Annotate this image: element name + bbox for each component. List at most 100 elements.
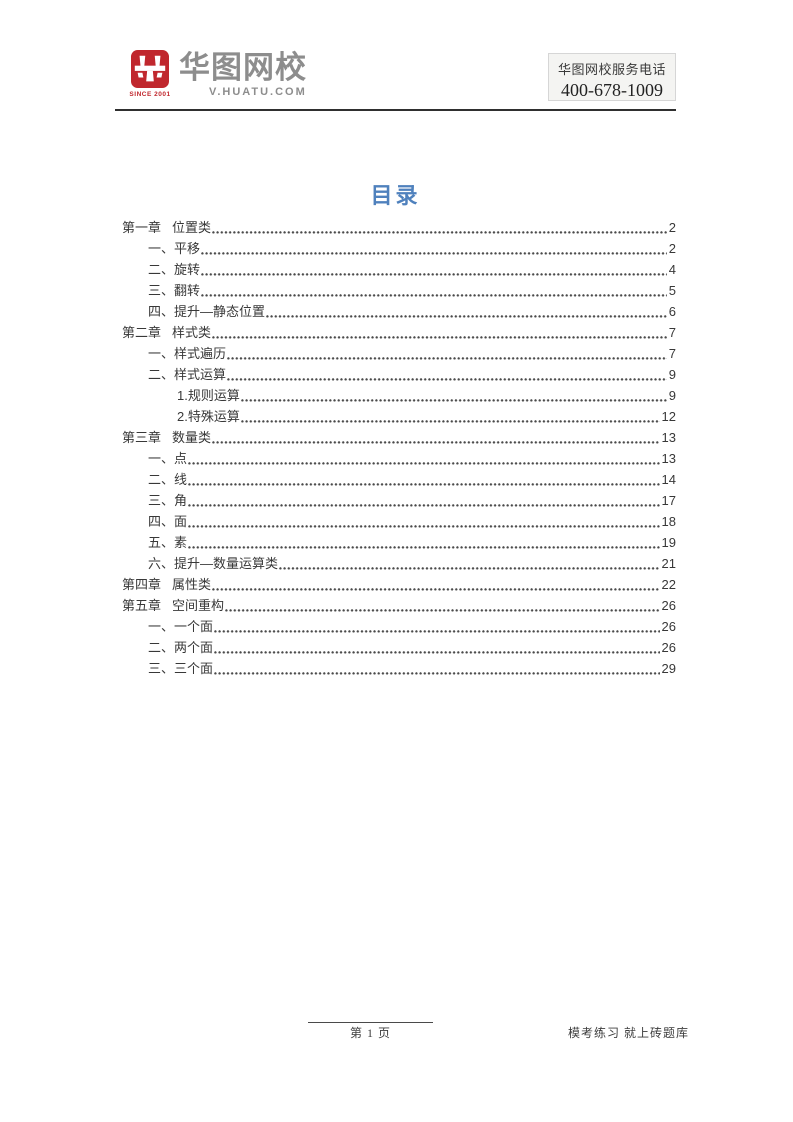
toc-page-number: 18 xyxy=(661,514,676,529)
toc-page-number: 13 xyxy=(661,451,676,466)
toc-page-number: 7 xyxy=(668,346,676,361)
toc-chapter-label: 第三章 xyxy=(122,430,162,445)
toc-leader xyxy=(212,574,660,595)
toc-page-number: 13 xyxy=(661,430,676,445)
toc-entry-label: 位置类 xyxy=(172,220,212,235)
toc-page-number: 26 xyxy=(661,598,676,613)
page-title: 目录 xyxy=(370,183,421,208)
toc-entry[interactable]: 三、翻转 5 xyxy=(115,280,676,301)
toc-leader xyxy=(188,448,660,469)
toc-page-number: 12 xyxy=(661,409,676,424)
toc-entry[interactable]: 第三章 数量类 13 xyxy=(115,427,676,448)
toc-leader xyxy=(212,217,667,238)
toc-entry-label: 一、样式遍历 xyxy=(148,346,227,361)
contact-label: 华图网校服务电话 xyxy=(557,62,666,77)
toc-page-number: 29 xyxy=(661,661,676,676)
toc-entry-label: 三、三个面 xyxy=(148,661,214,676)
toc-entry-label: 四、面 xyxy=(148,514,188,529)
toc-entry[interactable]: 一、样式遍历 7 xyxy=(115,343,676,364)
toc-page-number: 6 xyxy=(668,304,676,319)
toc-entry-label: 2.特殊运算 xyxy=(177,409,240,424)
huatu-logo-icon xyxy=(131,50,169,88)
toc-entry[interactable]: 第二章 样式类 7 xyxy=(115,322,676,343)
toc-entry[interactable]: 三、角 17 xyxy=(115,490,676,511)
toc-entry[interactable]: 四、面 18 xyxy=(115,511,676,532)
toc-page-number: 19 xyxy=(661,535,676,550)
contact-box: 华图网校服务电话 400-678-1009 xyxy=(548,53,676,101)
toc-leader xyxy=(212,427,660,448)
logo-badge-column: SINCE 2001 xyxy=(129,50,171,98)
toc-leader xyxy=(214,658,660,679)
toc-page-number: 2 xyxy=(668,241,676,256)
toc-leader xyxy=(201,280,667,301)
toc-entry[interactable]: 四、提升—静态位置 6 xyxy=(115,301,676,322)
toc-page-number: 4 xyxy=(668,262,676,277)
toc-entry[interactable]: 二、线 14 xyxy=(115,469,676,490)
toc-page-number: 22 xyxy=(661,577,676,592)
toc-entry[interactable]: 第四章 属性类 22 xyxy=(115,574,676,595)
toc-leader xyxy=(201,238,667,259)
toc-page-number: 17 xyxy=(661,493,676,508)
header-divider xyxy=(115,109,676,111)
toc-leader xyxy=(188,490,660,511)
toc-entry-label: 数量类 xyxy=(172,430,212,445)
toc-leader xyxy=(240,385,667,406)
toc-entry[interactable]: 二、两个面 26 xyxy=(115,637,676,658)
toc-chapter-label: 第四章 xyxy=(122,577,162,592)
toc-entry-label: 五、素 xyxy=(148,535,188,550)
toc-entry[interactable]: 二、旋转 4 xyxy=(115,259,676,280)
toc-leader xyxy=(227,343,667,364)
toc-entry-label: 一、点 xyxy=(148,451,188,466)
toc-page-number: 26 xyxy=(661,640,676,655)
toc-chapter-label: 第五章 xyxy=(122,598,162,613)
toc-entry[interactable]: 六、提升—数量运算类 21 xyxy=(115,553,676,574)
toc-chapter-label: 第一章 xyxy=(122,220,162,235)
toc-page-number: 5 xyxy=(668,283,676,298)
huatu-logo: SINCE 2001 华图网校 V.HUATU.COM xyxy=(115,50,307,98)
toc-leader xyxy=(266,301,667,322)
brand-name: 华图网校 xyxy=(179,50,307,85)
toc-entry-label: 一、平移 xyxy=(148,241,201,256)
toc-page-number: 9 xyxy=(668,367,676,382)
footer-slogan: 模考练习 就上砖题库 xyxy=(567,1026,689,1040)
toc-page-number: 7 xyxy=(668,325,676,340)
toc-list: 第一章 位置类 2 一、平移 2 二、旋转 4 三、翻转 5 四、提升—静态位置… xyxy=(115,217,676,679)
toc-leader xyxy=(188,469,660,490)
toc-leader xyxy=(225,595,660,616)
toc-entry[interactable]: 五、素 19 xyxy=(115,532,676,553)
toc-entry[interactable]: 一、点 13 xyxy=(115,448,676,469)
toc-entry-label: 三、翻转 xyxy=(148,283,201,298)
toc-entry[interactable]: 三、三个面 29 xyxy=(115,658,676,679)
toc-page-number: 2 xyxy=(668,220,676,235)
toc-entry-label: 样式类 xyxy=(172,325,212,340)
toc-entry[interactable]: 第一章 位置类 2 xyxy=(115,217,676,238)
toc-entry-label: 一、一个面 xyxy=(148,619,214,634)
toc-leader xyxy=(214,637,660,658)
toc-entry-label: 三、角 xyxy=(148,493,188,508)
toc-entry-label: 四、提升—静态位置 xyxy=(148,304,266,319)
footer-page-number: 第 1 页 xyxy=(349,1026,391,1040)
toc-chapter-label: 第二章 xyxy=(122,325,162,340)
toc-leader xyxy=(212,322,667,343)
since-label: SINCE 2001 xyxy=(129,91,171,98)
toc-entry[interactable]: 第五章 空间重构 26 xyxy=(115,595,676,616)
toc-page-number: 9 xyxy=(668,388,676,403)
toc-leader xyxy=(240,406,660,427)
brand-column: 华图网校 V.HUATU.COM xyxy=(179,50,307,98)
toc-entry[interactable]: 2.特殊运算 12 xyxy=(115,406,676,427)
toc-entry-label: 1.规则运算 xyxy=(177,388,240,403)
toc-entry-label: 二、旋转 xyxy=(148,262,201,277)
toc-leader xyxy=(188,532,660,553)
contact-phone: 400-678-1009 xyxy=(561,80,663,100)
toc-leader xyxy=(227,364,667,385)
toc-entry[interactable]: 二、样式运算 9 xyxy=(115,364,676,385)
toc-page-number: 21 xyxy=(661,556,676,571)
footer-divider xyxy=(308,1022,433,1023)
toc-entry[interactable]: 一、一个面 26 xyxy=(115,616,676,637)
toc-page-number: 14 xyxy=(661,472,676,487)
toc-page-number: 26 xyxy=(661,619,676,634)
toc-entry-label: 六、提升—数量运算类 xyxy=(148,556,279,571)
toc-entry[interactable]: 1.规则运算 9 xyxy=(115,385,676,406)
toc-entry[interactable]: 一、平移 2 xyxy=(115,238,676,259)
